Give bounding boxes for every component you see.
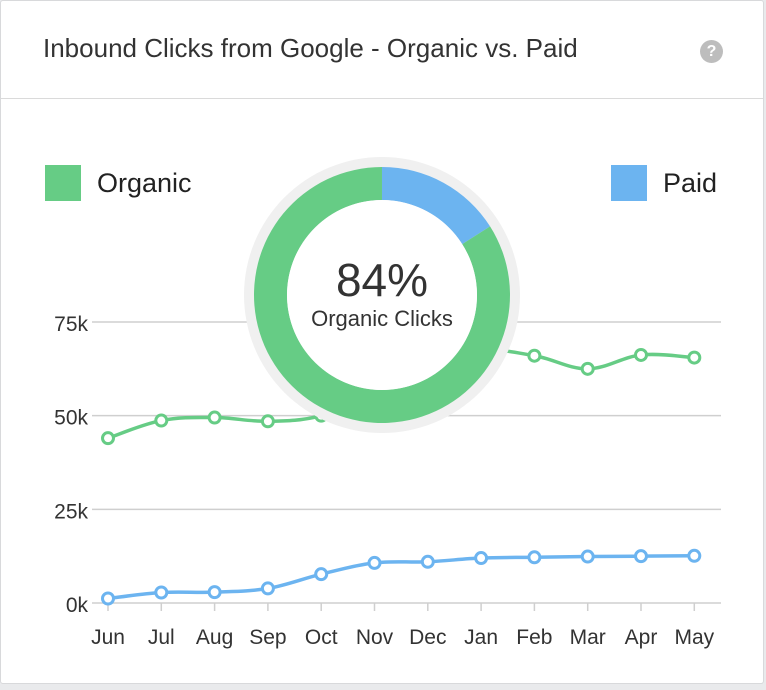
data-point-organic[interactable] <box>101 431 115 446</box>
donut-slice-paid[interactable] <box>382 167 491 245</box>
data-point-paid[interactable] <box>474 551 489 566</box>
y-tick-label: 75k <box>54 313 88 336</box>
data-point-organic[interactable] <box>207 410 222 425</box>
y-tick-label: 0k <box>66 594 89 617</box>
data-point-organic[interactable] <box>634 347 648 362</box>
legend-organic[interactable]: Organic <box>45 165 192 201</box>
data-point-paid[interactable] <box>527 550 542 565</box>
x-tick-label: Oct <box>305 626 338 649</box>
data-point-paid[interactable] <box>154 585 169 600</box>
x-tick-label: Apr <box>625 626 658 649</box>
card-header: Inbound Clicks from Google - Organic vs.… <box>1 1 763 99</box>
legend-paid[interactable]: Paid <box>610 165 717 201</box>
donut-percent: 84% <box>335 254 429 306</box>
x-tick-label: Jun <box>91 626 125 649</box>
donut-hole <box>287 200 477 390</box>
data-point-paid[interactable] <box>207 585 222 600</box>
data-point-paid[interactable] <box>260 581 275 596</box>
data-point-organic[interactable] <box>687 350 702 365</box>
card-title: Inbound Clicks from Google - Organic vs.… <box>43 33 578 63</box>
y-tick-label: 25k <box>54 500 88 523</box>
x-tick-label: Aug <box>196 626 233 649</box>
x-tick-label: Mar <box>570 626 606 649</box>
x-tick-label: Nov <box>356 626 394 649</box>
x-tick-label: Dec <box>409 626 446 649</box>
data-point-paid[interactable] <box>101 591 115 606</box>
x-tick-label: Feb <box>516 626 552 649</box>
data-point-organic[interactable] <box>260 414 275 429</box>
legend-organic-label: Organic <box>97 167 192 198</box>
data-point-paid[interactable] <box>634 549 648 564</box>
x-tick-label: Jan <box>464 626 498 649</box>
x-tick-label: Jul <box>148 626 175 649</box>
series-line-paid <box>106 554 697 601</box>
y-tick-label: 50k <box>54 407 88 430</box>
data-point-organic[interactable] <box>154 413 169 428</box>
data-point-paid[interactable] <box>314 567 329 582</box>
data-point-paid[interactable] <box>367 555 382 570</box>
question-circle-icon[interactable]: ? <box>700 40 723 63</box>
donut-center: 84% Organic Clicks <box>241 154 523 436</box>
donut-caption: Organic Clicks <box>311 306 453 331</box>
data-point-paid[interactable] <box>687 548 702 563</box>
x-tick-label: May <box>674 626 714 649</box>
donut-chart: 84% Organic Clicks <box>241 154 523 436</box>
legend-organic-swatch <box>45 165 81 201</box>
data-point-paid[interactable] <box>580 549 595 564</box>
data-point-paid[interactable] <box>420 554 435 569</box>
legend-paid-swatch <box>610 165 647 201</box>
x-tick-label: Sep <box>249 626 286 649</box>
legend-paid-label: Paid <box>662 167 717 198</box>
data-point-organic[interactable] <box>527 348 542 363</box>
data-point-organic[interactable] <box>580 361 595 376</box>
donut-svg <box>244 157 520 433</box>
